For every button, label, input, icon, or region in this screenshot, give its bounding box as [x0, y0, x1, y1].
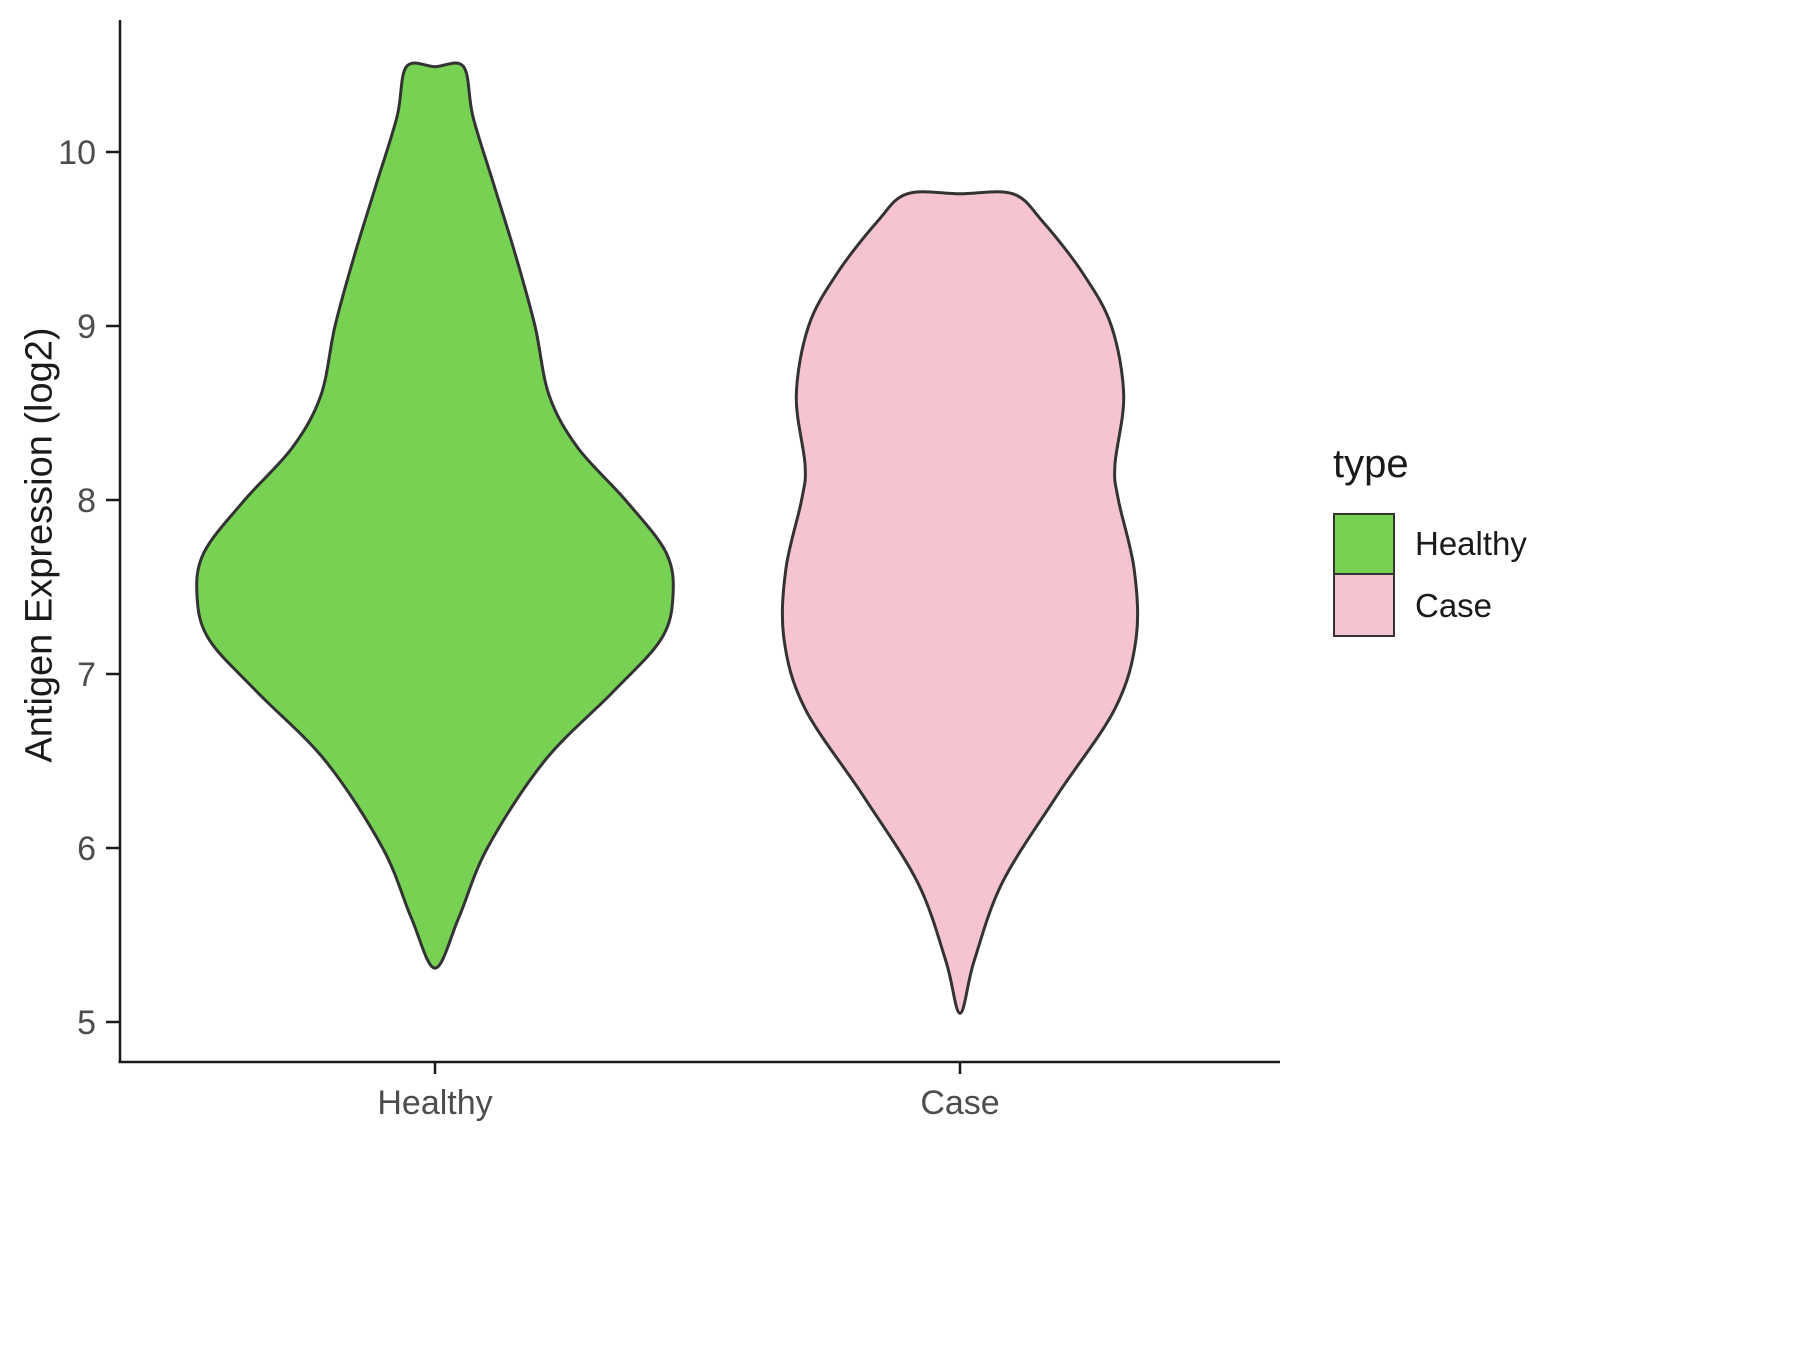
legend-title: type: [1333, 442, 1409, 486]
legend-item-healthy: Healthy: [1333, 513, 1527, 575]
legend-label-case: Case: [1415, 587, 1493, 624]
y-tick-label: 9: [77, 308, 96, 346]
violin-case: [780, 190, 1140, 1015]
x-tick-label-case: Case: [920, 1084, 999, 1122]
y-axis-title: Antigen Expression (log2): [18, 327, 61, 763]
y-tick-label: 8: [77, 482, 96, 520]
legend-item-case: Case: [1333, 575, 1527, 637]
y-tick-label: 6: [77, 830, 96, 868]
legend-label-healthy: Healthy: [1415, 525, 1527, 562]
legend-swatch-case: [1333, 575, 1395, 637]
y-tick-label: 5: [77, 1004, 96, 1042]
y-tick-label: 10: [58, 134, 96, 172]
legend: type Healthy Case: [1333, 442, 1527, 637]
x-tick-label-healthy: Healthy: [377, 1084, 492, 1122]
y-tick-label: 7: [77, 656, 96, 694]
legend-swatch-healthy: [1333, 513, 1395, 575]
violin-healthy: [195, 61, 675, 970]
